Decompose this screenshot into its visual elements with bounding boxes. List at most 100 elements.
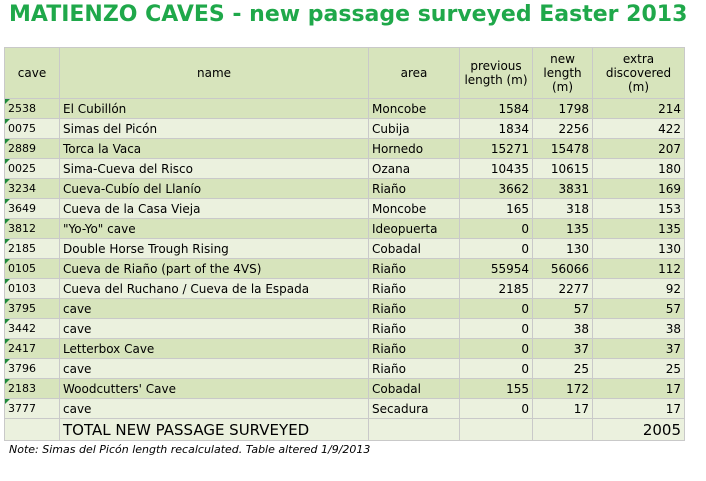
cell-new-length: 172 (532, 378, 593, 399)
cell-new-length: 2256 (532, 118, 593, 139)
cell-cave-number: 2889 (4, 138, 60, 159)
cell-previous-length: 0 (459, 358, 533, 379)
cell-new-length: 3831 (532, 178, 593, 199)
cell-extra-discovered: 17 (592, 378, 685, 399)
table-row: 0103 Cueva del Ruchano / Cueva de la Espa… (4, 278, 685, 299)
cell-extra-discovered: 135 (592, 218, 685, 239)
cell-extra-discovered: 92 (592, 278, 685, 299)
cell-area: Ideopuerta (368, 218, 460, 239)
cell-new-length: 1798 (532, 98, 593, 119)
cell-new-length: 130 (532, 238, 593, 259)
table-row: 3777 cave Secadura 0 17 17 (4, 398, 685, 419)
cell-extra-discovered: 25 (592, 358, 685, 379)
cell-name: Cueva-Cubío del Llanío (59, 178, 369, 199)
cell-flag-icon (5, 219, 10, 224)
header-area: area (368, 47, 460, 99)
cell-name: cave (59, 298, 369, 319)
cell-extra-discovered: 57 (592, 298, 685, 319)
cell-previous-length: 10435 (459, 158, 533, 179)
cell-area: Riaño (368, 338, 460, 359)
page-title: MATIENZO CAVES - new passage surveyed Ea… (9, 2, 688, 27)
cell-flag-icon (5, 319, 10, 324)
cell-name: cave (59, 358, 369, 379)
total-value: 2005 (592, 418, 685, 441)
table-row: 3795 cave Riaño 0 57 57 (4, 298, 685, 319)
cell-previous-length: 0 (459, 238, 533, 259)
cell-flag-icon (5, 379, 10, 384)
table-row: 0105 Cueva de Riaño (part of the 4VS) Riañ… (4, 258, 685, 279)
cell-flag-icon (5, 259, 10, 264)
cell-extra-discovered: 112 (592, 258, 685, 279)
cell-name: cave (59, 318, 369, 339)
cell-previous-length: 15271 (459, 138, 533, 159)
cell-area: Riaño (368, 258, 460, 279)
cell-new-length: 318 (532, 198, 593, 219)
cell-new-length: 25 (532, 358, 593, 379)
cell-flag-icon (5, 179, 10, 184)
cell-area: Riaño (368, 178, 460, 199)
cell-previous-length: 155 (459, 378, 533, 399)
cell-cave-number: 2538 (4, 98, 60, 119)
cell-flag-icon (5, 279, 10, 284)
cell-cave-number: 0075 (4, 118, 60, 139)
cell-previous-length: 0 (459, 338, 533, 359)
cell-new-length: 2277 (532, 278, 593, 299)
cell-flag-icon (5, 399, 10, 404)
table-row: 3649 Cueva de la Casa Vieja Moncobe 165 318 1… (4, 198, 685, 219)
cell-area: Riaño (368, 298, 460, 319)
total-label: TOTAL NEW PASSAGE SURVEYED (59, 418, 369, 441)
cell-cave-number: 3777 (4, 398, 60, 419)
cell-area: Hornedo (368, 138, 460, 159)
table-row: 3812 "Yo-Yo" cave Ideopuerta 0 135 135 (4, 218, 685, 239)
cell-name: cave (59, 398, 369, 419)
table-row: 2538 El Cubillón Moncobe 1584 1798 214 (4, 98, 685, 119)
cell-cave-number: 0103 (4, 278, 60, 299)
cell-new-length: 37 (532, 338, 593, 359)
cell-previous-length: 1834 (459, 118, 533, 139)
total-blank-cell (4, 418, 60, 441)
cell-area: Secadura (368, 398, 460, 419)
table-row: 3796 cave Riaño 0 25 25 (4, 358, 685, 379)
cell-extra-discovered: 130 (592, 238, 685, 259)
cell-extra-discovered: 214 (592, 98, 685, 119)
cell-extra-discovered: 153 (592, 198, 685, 219)
cell-new-length: 15478 (532, 138, 593, 159)
cell-previous-length: 3662 (459, 178, 533, 199)
cell-name: Simas del Picón (59, 118, 369, 139)
cell-cave-number: 3812 (4, 218, 60, 239)
total-blank-cell (532, 418, 593, 441)
cell-previous-length: 1584 (459, 98, 533, 119)
cell-new-length: 135 (532, 218, 593, 239)
cell-flag-icon (5, 359, 10, 364)
cell-cave-number: 0025 (4, 158, 60, 179)
cell-cave-number: 2183 (4, 378, 60, 399)
header-previous-length: previous length (m) (459, 47, 533, 99)
cell-flag-icon (5, 299, 10, 304)
cell-flag-icon (5, 159, 10, 164)
cell-cave-number: 0105 (4, 258, 60, 279)
table-row: 2889 Torca la Vaca Hornedo 15271 15478 207 (4, 138, 685, 159)
cell-flag-icon (5, 199, 10, 204)
cell-extra-discovered: 38 (592, 318, 685, 339)
cell-previous-length: 0 (459, 298, 533, 319)
cell-area: Riaño (368, 358, 460, 379)
footnote: Note: Simas del Picón length recalculate… (9, 443, 371, 456)
cell-extra-discovered: 37 (592, 338, 685, 359)
cell-flag-icon (5, 99, 10, 104)
cell-name: Double Horse Trough Rising (59, 238, 369, 259)
table-row: 3234 Cueva-Cubío del Llanío Riaño 3662 3831 1… (4, 178, 685, 199)
cell-name: El Cubillón (59, 98, 369, 119)
cell-extra-discovered: 17 (592, 398, 685, 419)
cell-area: Riaño (368, 278, 460, 299)
cell-name: Cueva de la Casa Vieja (59, 198, 369, 219)
cell-area: Cubija (368, 118, 460, 139)
cell-new-length: 10615 (532, 158, 593, 179)
table-row: 0025 Sima-Cueva del Risco Ozana 10435 10615 1… (4, 158, 685, 179)
cell-area: Ozana (368, 158, 460, 179)
total-blank-cell (459, 418, 533, 441)
cell-area: Cobadal (368, 378, 460, 399)
cell-cave-number: 3796 (4, 358, 60, 379)
cell-extra-discovered: 422 (592, 118, 685, 139)
cell-flag-icon (5, 239, 10, 244)
cell-name: Cueva del Ruchano / Cueva de la Espada (59, 278, 369, 299)
